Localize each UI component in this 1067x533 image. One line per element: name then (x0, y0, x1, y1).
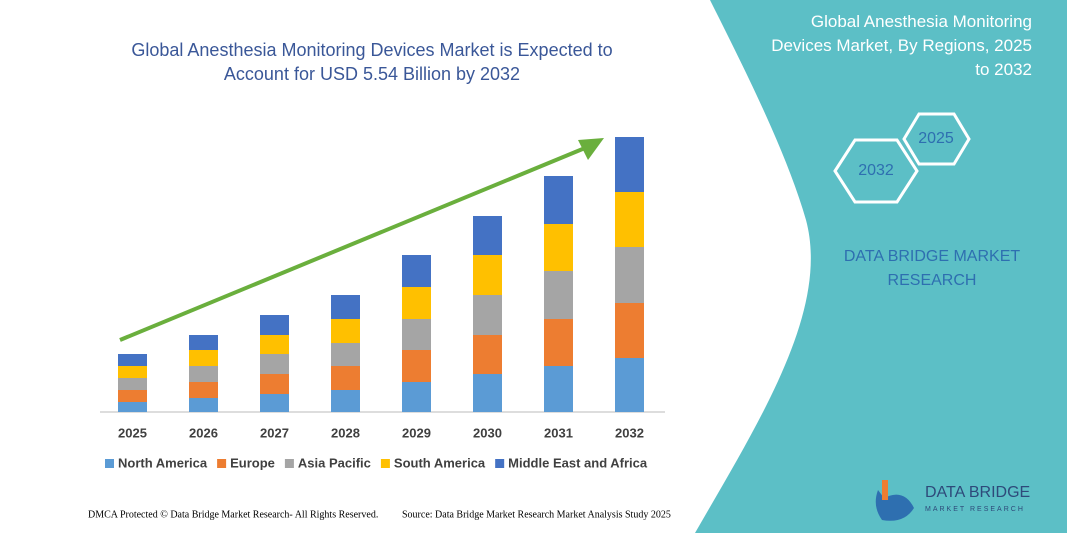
bar-segment (260, 374, 289, 394)
x-tick-label: 2027 (260, 425, 289, 440)
hex-label: 2025 (918, 130, 954, 147)
legend-label: South America (394, 455, 486, 470)
bar-segment (544, 319, 573, 366)
bar-segment (331, 319, 360, 343)
side-panel (695, 0, 1067, 533)
legend-label: Asia Pacific (298, 455, 371, 470)
bar-segment (118, 402, 147, 412)
bar-segment (544, 224, 573, 271)
bar-segment (331, 295, 360, 319)
bar-segment (402, 382, 431, 412)
footer-right: Source: Data Bridge Market Research Mark… (402, 509, 671, 520)
chart-title: Global Anesthesia Monitoring Devices Mar… (131, 40, 613, 84)
bar-segment (615, 247, 644, 303)
brand: DATA BRIDGE MARKET RESEARCH (843, 248, 1021, 289)
x-tick-label: 2028 (331, 425, 360, 440)
bar-segment (331, 366, 360, 390)
bar-segment (544, 176, 573, 224)
bar-segment (260, 354, 289, 374)
bar-segment (544, 271, 573, 319)
arrow-head (578, 138, 604, 160)
bar-segment (118, 354, 147, 366)
bar-segment (402, 350, 431, 382)
logo-name: DATA BRIDGE (925, 484, 1030, 501)
bar-segment (402, 287, 431, 319)
x-tick-label: 2025 (118, 425, 147, 440)
panel-title: Global Anesthesia Monitoring Devices Mar… (771, 12, 1032, 79)
bar-segment (118, 378, 147, 390)
bar-segment (331, 390, 360, 412)
bar-segment (473, 295, 502, 335)
hex-label: 2032 (858, 162, 894, 179)
hexagon (833, 138, 919, 204)
x-tick-label: 2031 (544, 425, 573, 440)
bar-segment (615, 192, 644, 247)
bar-segment (402, 319, 431, 350)
hexagon (902, 112, 971, 166)
x-tick-label: 2032 (615, 425, 644, 440)
trend-arrow (119, 146, 586, 342)
bar-segment (615, 137, 644, 192)
legend-swatch (105, 459, 114, 468)
logo-tagline: MARKET RESEARCH (925, 506, 1025, 513)
bar-segment (189, 350, 218, 366)
bar-segment (189, 398, 218, 412)
bar-segment (615, 358, 644, 412)
legend-swatch (217, 459, 227, 468)
bar-segment (260, 315, 289, 335)
footer-left: DMCA Protected © Data Bridge Market Rese… (88, 509, 378, 520)
legend-label: Europe (230, 455, 275, 470)
legend-swatch (495, 459, 505, 468)
bar-segment (615, 303, 644, 358)
legend-label: North America (118, 455, 208, 470)
bar-segment (118, 390, 147, 402)
bar-segment (331, 343, 360, 366)
bar-segment (473, 216, 502, 255)
bar-segment (260, 335, 289, 354)
bar-segment (544, 366, 573, 412)
bar-segment (118, 366, 147, 378)
bar-segment (189, 335, 218, 350)
bar-segment (473, 335, 502, 374)
legend-label: Middle East and Africa (508, 455, 648, 470)
x-tick-label: 2029 (402, 425, 431, 440)
legend-swatch (380, 459, 390, 468)
bar-segment (189, 366, 218, 382)
bar-segment (473, 255, 502, 295)
x-tick-label: 2030 (473, 425, 502, 440)
bar-segment (189, 382, 218, 398)
legend-swatch (284, 459, 294, 468)
bar-segment (402, 255, 431, 287)
logo-mark (882, 480, 888, 500)
bar-segment (473, 374, 502, 412)
bar-segment (260, 394, 289, 412)
x-tick-label: 2026 (189, 425, 218, 440)
